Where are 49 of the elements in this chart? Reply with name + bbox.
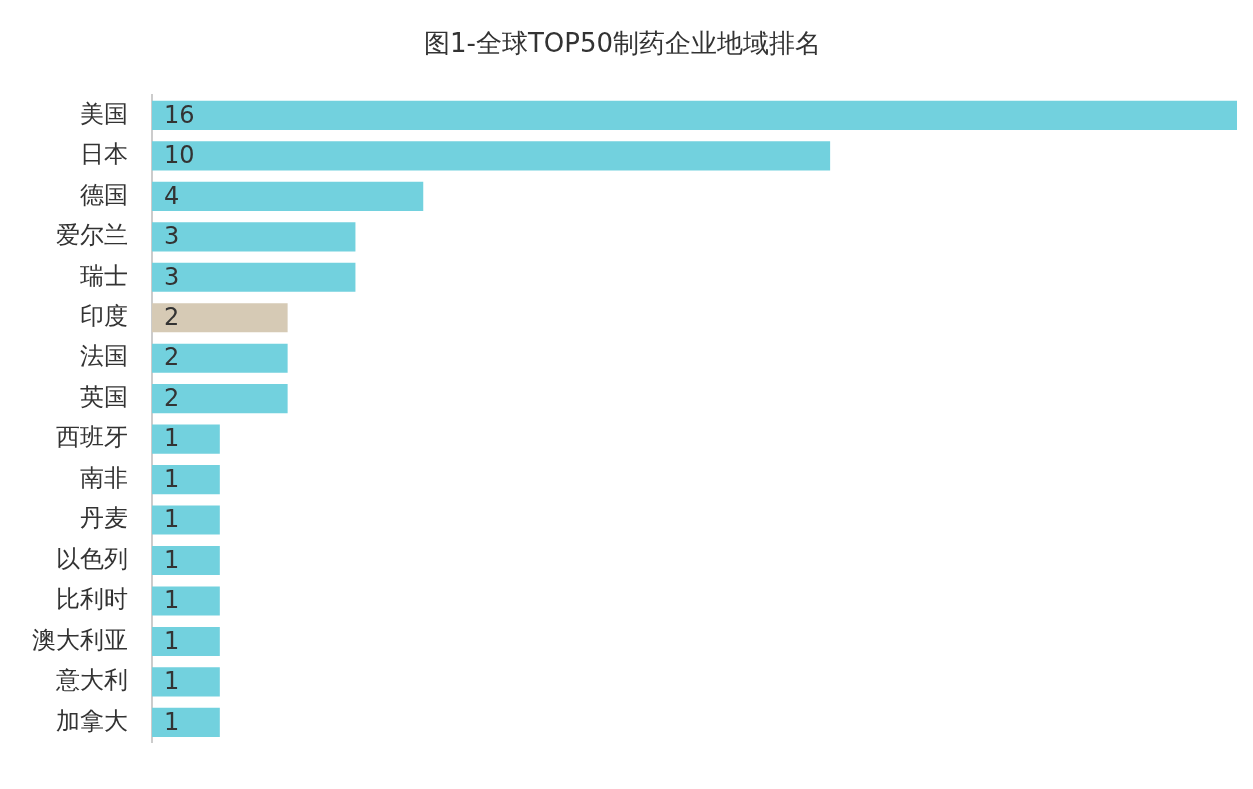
data-label: 2 bbox=[164, 343, 180, 372]
data-label: 16 bbox=[164, 100, 195, 129]
y-tick-label: 意大利 bbox=[55, 666, 128, 695]
data-label: 4 bbox=[164, 181, 180, 210]
y-tick-label: 加拿大 bbox=[56, 706, 128, 735]
data-label: 10 bbox=[164, 141, 195, 170]
data-label: 3 bbox=[164, 262, 180, 291]
data-label: 1 bbox=[164, 505, 180, 534]
data-label: 1 bbox=[164, 626, 180, 655]
y-tick-label: 美国 bbox=[80, 99, 128, 128]
y-tick-label: 比利时 bbox=[56, 585, 128, 614]
bar bbox=[152, 222, 356, 252]
y-tick-label: 爱尔兰 bbox=[56, 221, 128, 250]
y-tick-label: 丹麦 bbox=[80, 504, 128, 533]
bar bbox=[152, 626, 220, 657]
bar bbox=[152, 465, 220, 495]
y-tick-label: 日本 bbox=[80, 140, 128, 169]
data-label: 1 bbox=[164, 667, 180, 696]
bar bbox=[152, 262, 356, 292]
y-tick-label: 澳大利亚 bbox=[32, 625, 128, 654]
y-tick-label: 西班牙 bbox=[56, 423, 128, 452]
y-tick-label: 南非 bbox=[80, 463, 128, 492]
y-tick-label: 瑞士 bbox=[80, 261, 128, 290]
data-label: 2 bbox=[164, 383, 180, 412]
bar bbox=[152, 707, 220, 737]
y-tick-label: 法国 bbox=[80, 342, 128, 371]
bar bbox=[152, 343, 288, 373]
data-label: 2 bbox=[164, 302, 180, 331]
y-tick-label: 以色列 bbox=[56, 544, 128, 573]
bar bbox=[152, 100, 1237, 130]
y-tick-label: 英国 bbox=[80, 382, 128, 411]
chart-title: 图1-全球TOP50制药企业地域排名 bbox=[423, 28, 822, 59]
bar bbox=[152, 505, 220, 535]
bar bbox=[152, 384, 288, 414]
data-label: 3 bbox=[164, 222, 180, 251]
y-tick-label: 印度 bbox=[80, 301, 128, 330]
bar bbox=[152, 586, 220, 616]
data-label: 1 bbox=[164, 707, 180, 736]
bar bbox=[152, 141, 831, 171]
bar bbox=[152, 181, 424, 211]
data-label: 1 bbox=[164, 464, 180, 493]
bar bbox=[152, 424, 220, 454]
data-label: 1 bbox=[164, 545, 180, 574]
y-tick-label: 德国 bbox=[80, 180, 128, 209]
bar bbox=[152, 303, 288, 333]
data-label: 1 bbox=[164, 586, 180, 615]
data-label: 1 bbox=[164, 424, 180, 453]
bar bbox=[152, 667, 220, 697]
bar bbox=[152, 545, 220, 576]
